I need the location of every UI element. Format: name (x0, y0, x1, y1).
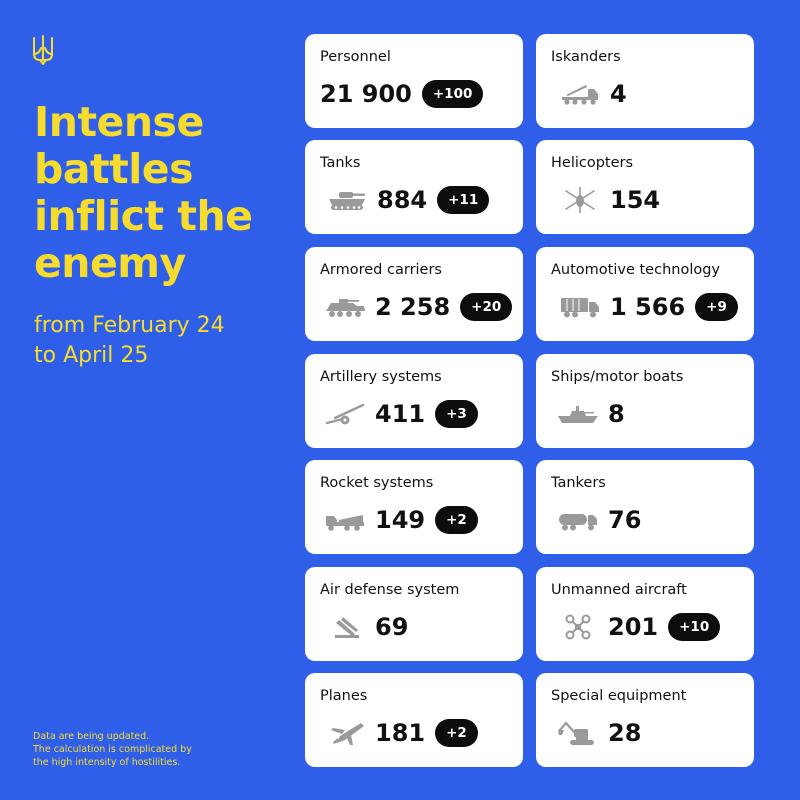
stat-card-helicopters: Helicopters 154 (536, 140, 754, 234)
stat-label: Ships/motor boats (551, 369, 684, 385)
stat-card-air-defense-system: Air defense system 69 (305, 567, 523, 661)
tank-icon (325, 187, 369, 213)
stat-card-unmanned-aircraft: Unmanned aircraft 201 +10 (536, 567, 754, 661)
trident-icon (33, 35, 53, 65)
stat-card-armored-carriers: Armored carriers 2 258 +20 (305, 247, 523, 341)
stat-label: Unmanned aircraft (551, 582, 687, 598)
stat-label: Armored carriers (320, 262, 442, 278)
date-range-line: to April 25 (34, 343, 149, 368)
footnote-line: The calculation is complicated by (33, 744, 192, 755)
helicopter-icon (558, 187, 602, 213)
stat-delta-badge: +9 (695, 293, 738, 321)
stat-value: 28 (608, 719, 642, 747)
artillery-icon (323, 401, 367, 427)
stat-card-planes: Planes 181 +2 (305, 673, 523, 767)
stat-delta-badge: +20 (460, 293, 513, 321)
stat-value: 884 (377, 186, 428, 214)
stat-label: Iskanders (551, 49, 621, 65)
stat-delta-badge: +2 (435, 506, 478, 534)
stat-label: Air defense system (320, 582, 460, 598)
stat-card-iskanders: Iskanders 4 (536, 34, 754, 128)
stat-label: Special equipment (551, 688, 687, 704)
headline-line: enemy (34, 239, 186, 287)
stat-value: 1 566 (610, 293, 686, 321)
stat-value: 76 (608, 506, 642, 534)
stat-value: 8 (608, 400, 625, 428)
stat-value: 4 (610, 80, 627, 108)
stat-label: Rocket systems (320, 475, 434, 491)
drone-icon (556, 614, 600, 640)
stat-value: 201 (608, 613, 659, 641)
stat-delta-badge: +100 (421, 80, 484, 108)
stat-card-personnel: Personnel 21 900 +100 (305, 34, 523, 128)
stat-label: Artillery systems (320, 369, 442, 385)
headline-line: Intense (34, 98, 204, 146)
stat-value: 149 (375, 506, 426, 534)
headline: Intense battles inflict the enemy (34, 98, 253, 287)
stat-value: 181 (375, 719, 426, 747)
stat-value: 69 (375, 613, 409, 641)
footnote-line: the high intensity of hostilities. (33, 757, 181, 768)
plane-icon (323, 720, 367, 746)
stat-value: 154 (610, 186, 661, 214)
stat-delta-badge: +2 (435, 719, 478, 747)
stat-card-tanks: Tanks 884 +11 (305, 140, 523, 234)
headline-line: battles (34, 145, 193, 193)
armored-carrier-icon (323, 294, 367, 320)
footnote: Data are being updated. The calculation … (33, 730, 192, 769)
stat-label: Tanks (320, 155, 361, 171)
date-range: from February 24 to April 25 (34, 311, 225, 371)
excavator-icon (556, 720, 600, 746)
footnote-line: Data are being updated. (33, 731, 150, 742)
stat-label: Personnel (320, 49, 391, 65)
rocket-system-icon (323, 507, 367, 533)
stat-label: Tankers (551, 475, 606, 491)
stat-value: 21 900 (320, 80, 412, 108)
date-range-line: from February 24 (34, 313, 225, 338)
stat-label: Planes (320, 688, 368, 704)
stat-value: 2 258 (375, 293, 451, 321)
stat-card-tankers: Tankers 76 (536, 460, 754, 554)
air-defense-icon (323, 614, 367, 640)
ship-icon (556, 401, 600, 427)
stat-delta-badge: +11 (437, 186, 490, 214)
stat-card-artillery-systems: Artillery systems 411 +3 (305, 354, 523, 448)
stat-label: Automotive technology (551, 262, 721, 278)
stat-label: Helicopters (551, 155, 634, 171)
truck-icon (558, 294, 602, 320)
headline-line: inflict the (34, 192, 253, 240)
stat-card-special-equipment: Special equipment 28 (536, 673, 754, 767)
stat-card-automotive-technology: Automotive technology 1 566 +9 (536, 247, 754, 341)
missile-launcher-icon (558, 81, 602, 107)
stat-delta-badge: +10 (668, 613, 721, 641)
stat-delta-badge: +3 (435, 400, 478, 428)
stat-card-ships-motor-boats: Ships/motor boats 8 (536, 354, 754, 448)
stat-card-rocket-systems: Rocket systems 149 +2 (305, 460, 523, 554)
tanker-truck-icon (556, 507, 600, 533)
stat-value: 411 (375, 400, 426, 428)
